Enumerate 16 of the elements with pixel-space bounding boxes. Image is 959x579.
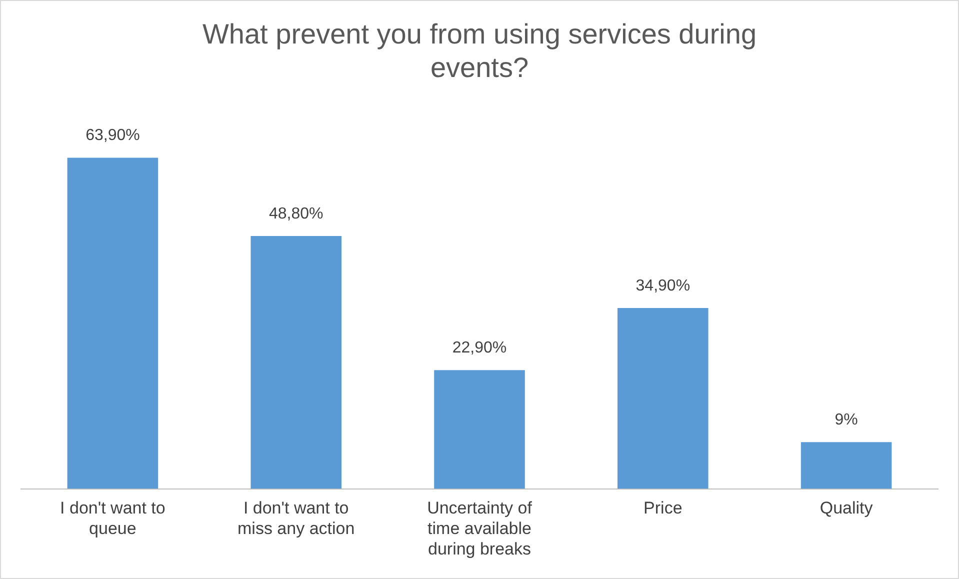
data-label: 34,90% (636, 277, 690, 294)
bar (67, 158, 158, 489)
x-tick-label: Price (644, 498, 682, 518)
bar (434, 370, 525, 489)
data-label: 48,80% (268, 205, 324, 222)
x-tick-label: Quality (820, 498, 874, 518)
x-tick-label: I don't want to miss any action (238, 498, 355, 538)
bar (618, 308, 708, 489)
data-label: 9% (834, 412, 858, 429)
x-tick-label: Uncertainty of time available during breaks (427, 498, 532, 558)
data-label: 63,90% (86, 127, 140, 144)
bar (250, 236, 342, 489)
chart-title: What prevent you from using services during events? (202, 18, 757, 84)
x-tick-label: I don't want to queue (60, 498, 166, 538)
data-label: 22,90% (452, 340, 507, 357)
bar (800, 442, 892, 489)
